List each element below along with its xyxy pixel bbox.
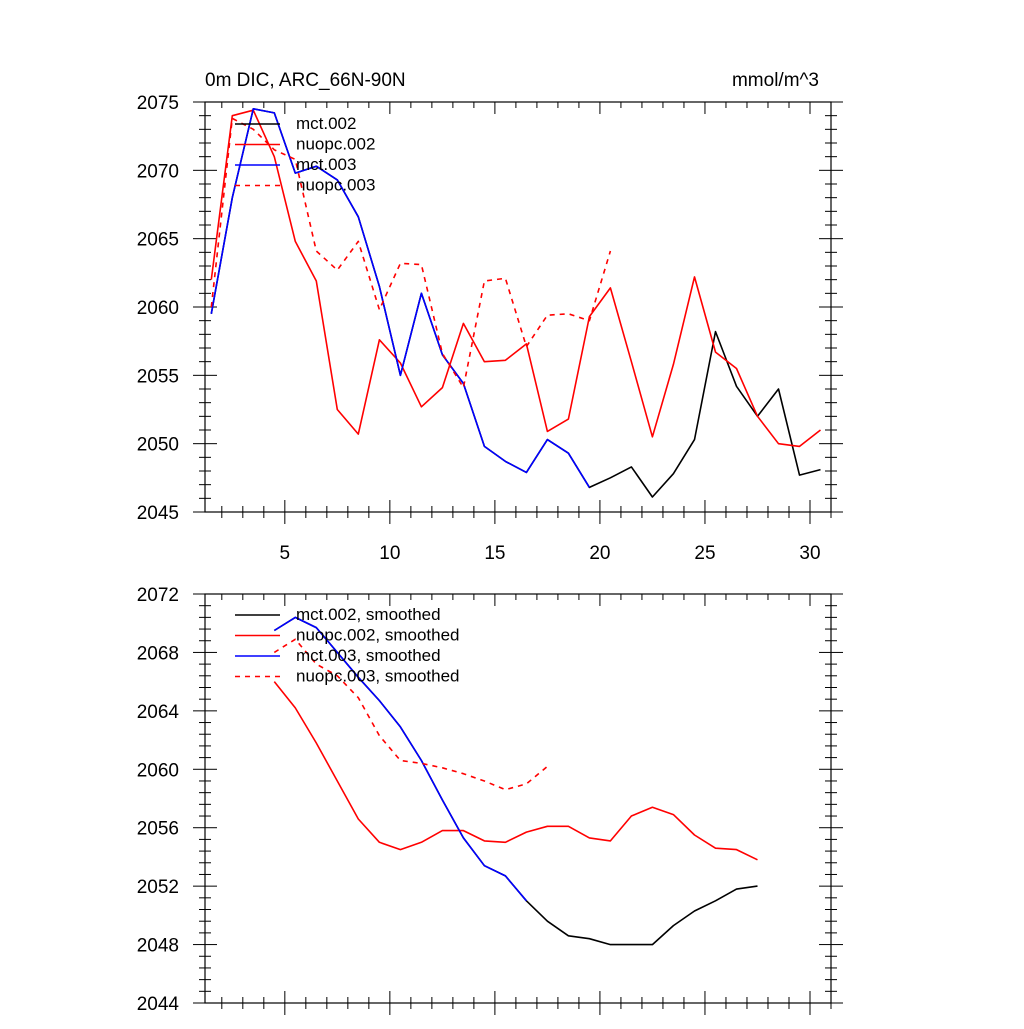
panel-2: 2044 2048 2052 2056 2060 2064 2068 2072 mct.002,… (137, 585, 843, 1015)
legend-label: mct.003 (296, 155, 356, 174)
x-tick-label: 30 (799, 543, 820, 564)
y-tick-label: 2056 (137, 819, 179, 840)
y-tick-label: 2075 (137, 93, 179, 114)
panel-1: 0m DIC, ARC_66N-90N mmol/m^3 5 10 15 20 25 30 20… (137, 70, 843, 564)
y-tick-label: 2070 (137, 161, 179, 182)
x-tick-label: 20 (589, 543, 610, 564)
series-line-nuopc-003 (210, 117, 612, 389)
y-tick-label: 2065 (137, 230, 179, 251)
y-tick-label: 2064 (137, 702, 180, 723)
series-line-mct-003 (210, 108, 591, 488)
y-tick-label: 2055 (137, 366, 179, 387)
y-tick-label: 2072 (137, 585, 179, 606)
legend-label: nuopc.003, smoothed (296, 667, 460, 686)
y-tick-label: 2060 (137, 298, 179, 319)
y-tick-label: 2052 (137, 877, 179, 898)
x-tick-label: 25 (694, 543, 715, 564)
series-line-nuopc-002-smoothed (273, 681, 758, 861)
units-label: mmol/m^3 (732, 70, 819, 91)
x-tick-label: 10 (379, 543, 400, 564)
legend-label: nuopc.002 (296, 135, 375, 154)
y-tick-label: 2060 (137, 760, 179, 781)
x-tick-label: 15 (484, 543, 505, 564)
y-tick-label: 2048 (137, 936, 179, 957)
y-tick-label: 2044 (137, 994, 180, 1015)
y-tick-label: 2050 (137, 435, 179, 456)
series-line-nuopc-002 (210, 109, 821, 448)
legend-label: nuopc.002, smoothed (296, 626, 460, 645)
chart-title: 0m DIC, ARC_66N-90N (205, 70, 406, 91)
legend-label: mct.003, smoothed (296, 646, 441, 665)
y-tick-label: 2068 (137, 643, 179, 664)
legend-label: mct.002 (296, 114, 356, 133)
x-tick-label: 5 (280, 543, 291, 564)
legend-label: mct.002, smoothed (296, 605, 441, 624)
plot-frame (204, 593, 832, 1004)
series-line-nuopc-003-smoothed (273, 638, 548, 791)
legend-label: nuopc.003 (296, 176, 375, 195)
y-tick-label: 2045 (137, 503, 179, 524)
series-line-mct-003-smoothed (273, 616, 528, 902)
